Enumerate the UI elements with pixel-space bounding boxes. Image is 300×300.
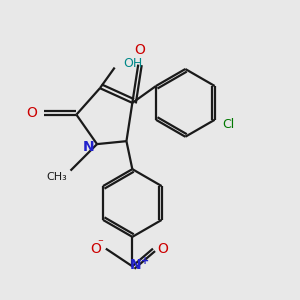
Text: O: O [26,106,37,120]
Text: Cl: Cl [222,118,234,131]
Text: O: O [134,43,145,57]
Text: +: + [141,256,149,266]
Text: OH: OH [124,57,143,70]
Text: N: N [130,258,141,272]
Text: O: O [158,242,168,256]
Text: CH₃: CH₃ [47,172,68,182]
Text: ⁻: ⁻ [97,238,103,248]
Text: O: O [91,242,101,256]
Text: N: N [82,140,94,154]
